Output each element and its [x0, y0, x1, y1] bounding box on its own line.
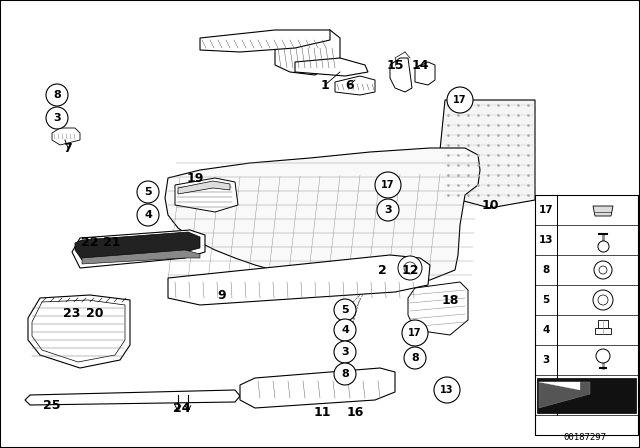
Text: 8: 8	[411, 353, 419, 363]
Polygon shape	[72, 230, 205, 268]
Text: 5: 5	[542, 295, 550, 305]
Text: 1: 1	[321, 78, 330, 91]
Text: 17: 17	[539, 205, 554, 215]
Polygon shape	[82, 250, 200, 264]
Text: 22: 22	[81, 236, 99, 249]
Circle shape	[593, 290, 613, 310]
Text: 17: 17	[381, 180, 395, 190]
Text: 3: 3	[53, 113, 61, 123]
Circle shape	[596, 349, 610, 363]
Polygon shape	[535, 195, 638, 435]
Circle shape	[137, 204, 159, 226]
Polygon shape	[25, 390, 240, 405]
Text: 7: 7	[63, 142, 72, 155]
Text: 8: 8	[53, 90, 61, 100]
Text: 17: 17	[408, 328, 422, 338]
Text: 4: 4	[144, 210, 152, 220]
Text: 8: 8	[542, 265, 550, 275]
Text: 11: 11	[313, 405, 331, 418]
Text: 25: 25	[44, 399, 61, 412]
Circle shape	[434, 377, 460, 403]
Polygon shape	[52, 128, 80, 145]
Polygon shape	[335, 76, 375, 95]
Text: 20: 20	[86, 306, 104, 319]
Text: 00187297: 00187297	[563, 433, 607, 442]
Polygon shape	[168, 255, 430, 305]
Text: 3: 3	[384, 205, 392, 215]
Polygon shape	[539, 382, 590, 408]
Text: 24: 24	[173, 401, 191, 414]
Polygon shape	[32, 300, 125, 362]
Text: 23: 23	[63, 306, 81, 319]
Text: 6: 6	[346, 78, 355, 91]
Polygon shape	[595, 328, 611, 334]
Text: 4: 4	[542, 325, 550, 335]
Circle shape	[334, 341, 356, 363]
Polygon shape	[175, 178, 238, 212]
Text: 19: 19	[186, 172, 204, 185]
Text: 16: 16	[346, 405, 364, 418]
Text: 3: 3	[341, 347, 349, 357]
Text: 17: 17	[453, 95, 467, 105]
Text: 12: 12	[401, 263, 419, 276]
Text: 14: 14	[412, 59, 429, 72]
Text: 13: 13	[440, 385, 454, 395]
Text: 9: 9	[218, 289, 227, 302]
Text: 21: 21	[103, 236, 121, 249]
Polygon shape	[390, 58, 412, 92]
Text: 4: 4	[341, 325, 349, 335]
Polygon shape	[165, 148, 480, 285]
Circle shape	[137, 181, 159, 203]
Polygon shape	[28, 295, 130, 368]
Polygon shape	[275, 30, 340, 75]
Circle shape	[334, 319, 356, 341]
Circle shape	[46, 107, 68, 129]
Text: 3: 3	[542, 355, 550, 365]
Circle shape	[404, 347, 426, 369]
Polygon shape	[415, 62, 435, 85]
Circle shape	[46, 84, 68, 106]
Polygon shape	[539, 382, 580, 390]
Text: 15: 15	[387, 59, 404, 72]
Polygon shape	[440, 100, 535, 208]
Polygon shape	[240, 368, 395, 408]
Circle shape	[598, 295, 608, 305]
Text: 10: 10	[481, 198, 499, 211]
Text: 2: 2	[378, 263, 387, 276]
Text: 5: 5	[144, 187, 152, 197]
Text: 13: 13	[539, 235, 553, 245]
Circle shape	[334, 299, 356, 321]
Polygon shape	[178, 181, 230, 194]
Circle shape	[398, 256, 422, 280]
Polygon shape	[408, 282, 468, 335]
Polygon shape	[598, 320, 608, 328]
Circle shape	[377, 199, 399, 221]
Text: 5: 5	[341, 305, 349, 315]
Text: 18: 18	[442, 293, 459, 306]
Text: 8: 8	[341, 369, 349, 379]
Polygon shape	[593, 206, 613, 216]
Circle shape	[402, 320, 428, 346]
Circle shape	[594, 261, 612, 279]
Circle shape	[404, 262, 416, 274]
Circle shape	[375, 172, 401, 198]
Polygon shape	[295, 58, 368, 76]
Circle shape	[447, 87, 473, 113]
Polygon shape	[537, 378, 636, 413]
Circle shape	[599, 266, 607, 274]
Polygon shape	[200, 30, 330, 52]
Polygon shape	[75, 232, 200, 260]
Circle shape	[334, 363, 356, 385]
